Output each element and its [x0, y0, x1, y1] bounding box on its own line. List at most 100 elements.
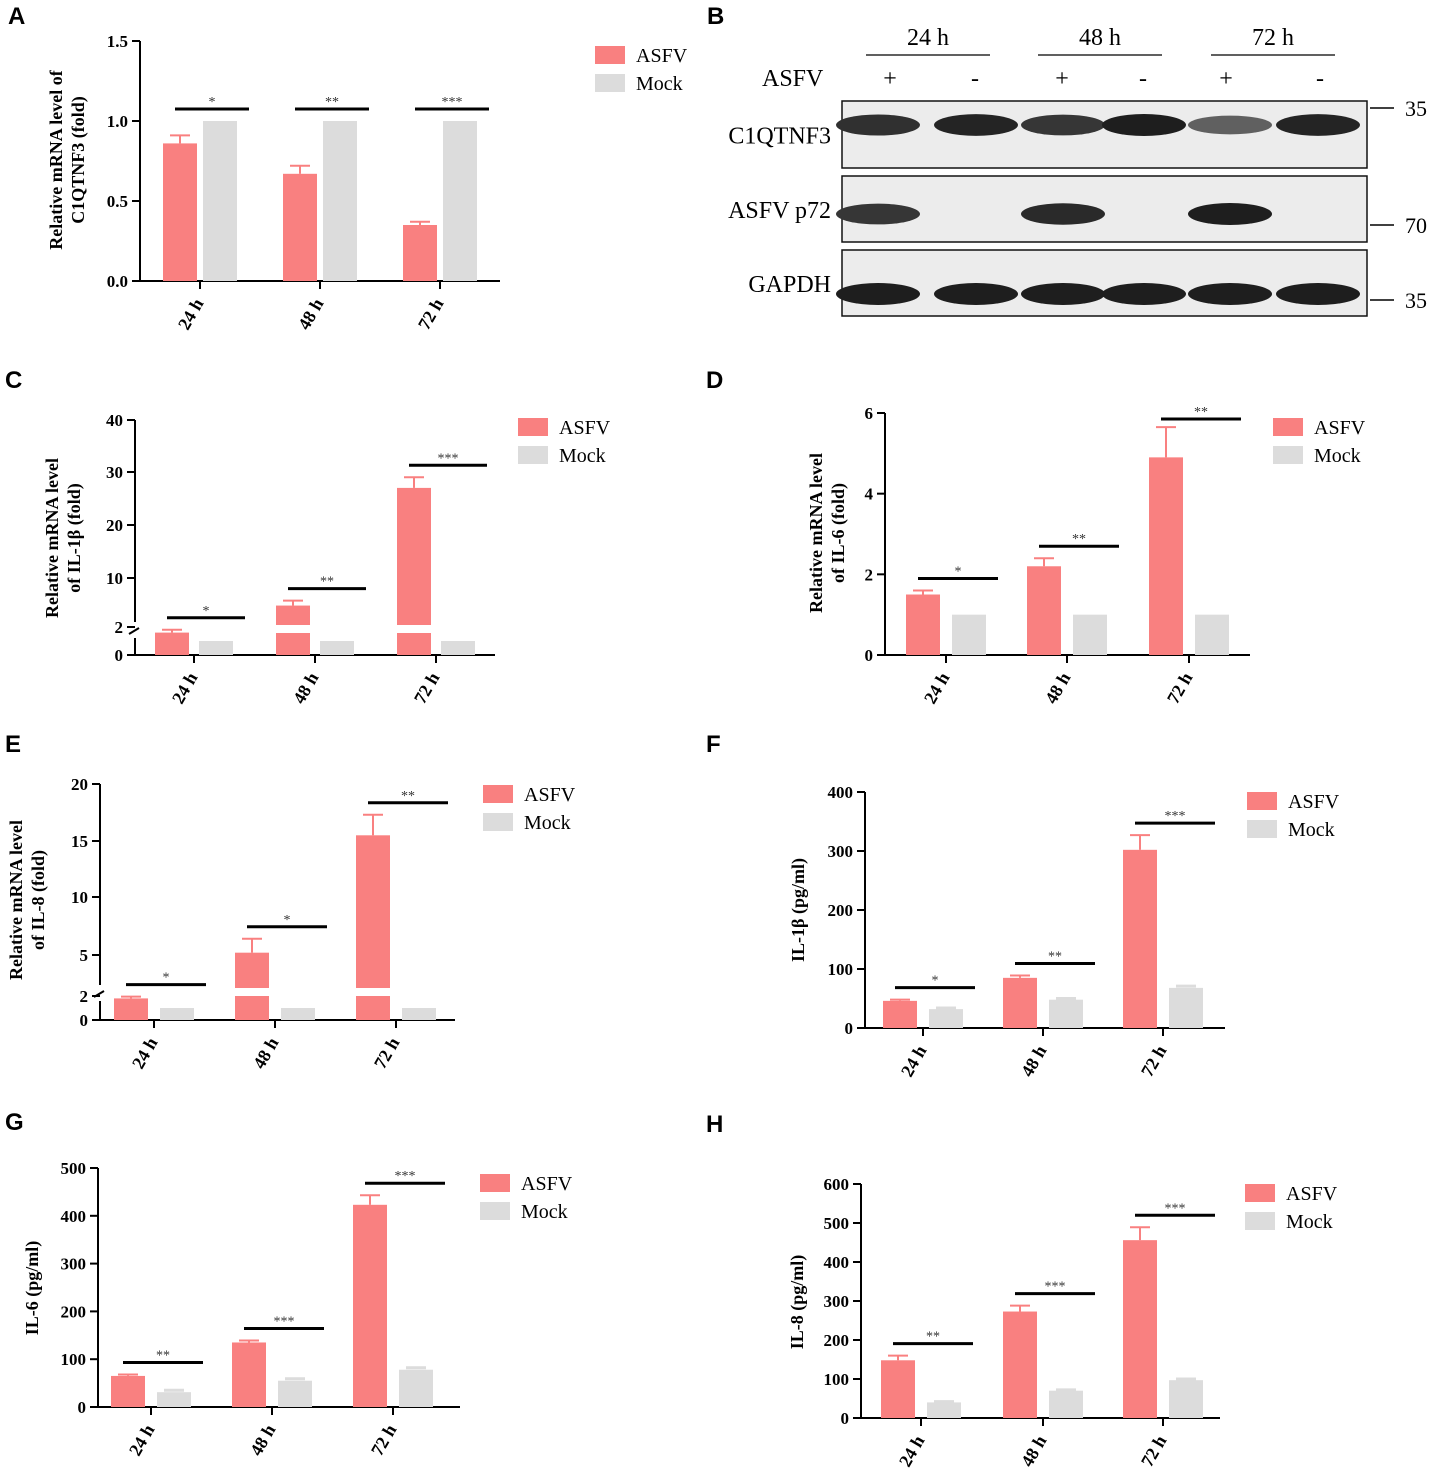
bar-asfv: [906, 594, 940, 655]
axis-break-mark: [128, 627, 140, 635]
legend-swatch-mock: [1247, 820, 1277, 838]
y-axis-label-line: IL-8 (pg/ml): [787, 1255, 808, 1350]
chart-panel-h: H 0 100 200 300 400 500 600 IL-8 (pg/ml) 24 h 48 h…: [706, 1111, 1338, 1470]
bar-mock: [402, 1008, 436, 1020]
significance-label: ***: [1165, 809, 1186, 824]
y-axis: 0 2 4 6: [865, 404, 886, 665]
x-tick-label: 72 h: [1137, 1042, 1171, 1080]
blot-lane-label: C1QTNF3: [728, 124, 831, 150]
legend-label-mock: Mock: [1288, 819, 1335, 841]
legend-label-asfv: ASFV: [636, 45, 688, 67]
x-tick-label: 24 h: [125, 1421, 159, 1459]
lane-sign: -: [1139, 66, 1147, 92]
lane-sign: +: [1219, 66, 1233, 92]
x-tick-label: 72 h: [367, 1421, 401, 1459]
y-tick-label: 0: [865, 646, 874, 665]
legend: ASFV Mock: [1273, 417, 1366, 467]
x-axis: 24 h 48 h 72 h: [98, 1406, 460, 1459]
bar-mock: [1049, 1390, 1083, 1418]
chart-panel-g: G 0 100 200 300 400 500 IL-6 (pg/ml) 24 h 48 h 72 …: [5, 1109, 573, 1459]
y-axis-label: IL-8 (pg/ml): [787, 1255, 808, 1350]
significance-label: ***: [1165, 1201, 1186, 1216]
y-tick-label: 500: [61, 1159, 87, 1178]
y-tick-label: 20: [106, 516, 123, 535]
blot-band: [1188, 203, 1272, 225]
y-tick-label: 400: [61, 1207, 87, 1226]
y-tick-label: 300: [61, 1255, 87, 1274]
y-tick-label: 2: [865, 565, 874, 584]
y-tick-label: 15: [71, 832, 88, 851]
x-tick-label: 24 h: [128, 1034, 162, 1072]
y-axis-label-line: of IL-6 (fold): [828, 483, 849, 583]
y-axis-label-line: C1QTNF3 (fold): [68, 96, 89, 224]
significance-label: ***: [1045, 1280, 1066, 1295]
y-tick-label: 100: [61, 1350, 87, 1369]
time-header: 24 h: [907, 25, 949, 51]
significance-label: ***: [438, 451, 459, 466]
significance-label: *: [203, 604, 210, 619]
y-tick-label: 10: [71, 888, 88, 907]
legend-swatch-asfv: [1273, 418, 1303, 436]
lane-sign: +: [1055, 66, 1069, 92]
y-axis-label-line: of IL-8 (fold): [28, 850, 49, 950]
significance-label: **: [156, 1348, 170, 1363]
y-tick-label: 10: [106, 569, 123, 588]
y-tick-label: 0: [841, 1409, 850, 1428]
legend: ASFV Mock: [1247, 791, 1340, 841]
x-tick-label: 24 h: [897, 1042, 931, 1080]
western-blot-panel: B 24 h 48 h 72 h ASFV + - + - + - C1QTNF3 ASFV p72 GA…: [707, 3, 1427, 317]
significance-label: **: [325, 95, 339, 110]
panel-letter: C: [5, 367, 22, 394]
legend: ASFV Mock: [1245, 1183, 1338, 1233]
x-axis: 24 h 48 h 72 h: [861, 1417, 1220, 1470]
blot-box: [841, 249, 1368, 317]
legend-label-asfv: ASFV: [1314, 417, 1366, 439]
row-label-asfv: ASFV: [762, 66, 824, 92]
significance-label: **: [320, 575, 334, 590]
bar-break-gap: [355, 988, 391, 996]
y-tick-label: 100: [824, 1370, 850, 1389]
legend-label-asfv: ASFV: [1286, 1183, 1338, 1205]
bar-mock: [203, 121, 237, 281]
bar-break-gap: [275, 625, 311, 633]
x-tick-label: 48 h: [249, 1034, 283, 1072]
y-tick-label: 0: [78, 1398, 87, 1417]
bar-asfv: [1123, 1240, 1157, 1418]
bar-mock: [441, 641, 475, 655]
bar-asfv: [163, 143, 197, 281]
y-axis-label-line: Relative mRNA level: [42, 458, 62, 618]
x-tick-label: 48 h: [294, 295, 328, 333]
time-header: 72 h: [1252, 25, 1294, 51]
y-tick-label: 0.5: [107, 192, 128, 211]
bar-mock: [1169, 987, 1203, 1028]
significance-label: **: [401, 789, 415, 804]
significance-label: ***: [395, 1169, 416, 1184]
bar-mock: [399, 1369, 433, 1407]
y-tick-label: 2: [80, 987, 89, 1006]
bar-mock: [1195, 614, 1229, 655]
panel-letter: E: [5, 731, 21, 758]
legend-label-mock: Mock: [1286, 1211, 1333, 1233]
x-axis: 24 h 48 h 72 h: [100, 1019, 455, 1072]
y-axis-label-line: Relative mRNA level of: [46, 69, 66, 249]
blot-lane-label: GAPDH: [748, 272, 831, 298]
y-axis: 0 100 200 300 400: [828, 783, 866, 1038]
y-axis: 0.0 0.5 1.0 1.5: [107, 32, 141, 291]
significance-label: ***: [274, 1315, 295, 1330]
legend-swatch-asfv: [595, 46, 625, 64]
bar-asfv: [235, 952, 269, 1020]
y-axis: 0 2 5 10 15 20: [71, 775, 105, 1030]
bar-mock: [281, 1008, 315, 1020]
y-tick-label: 200: [824, 1331, 850, 1350]
x-tick-label: 48 h: [1017, 1432, 1051, 1470]
blot-band: [1021, 203, 1105, 225]
legend-label-mock: Mock: [1314, 445, 1361, 467]
bar-asfv: [403, 225, 437, 281]
y-tick-label: 0: [845, 1019, 854, 1038]
x-axis: 24 h 48 h 72 h: [140, 280, 500, 333]
x-axis: 24 h 48 h 72 h: [135, 654, 495, 707]
blot-band: [836, 283, 920, 305]
legend-label-mock: Mock: [559, 445, 606, 467]
bar-asfv: [353, 1204, 387, 1407]
